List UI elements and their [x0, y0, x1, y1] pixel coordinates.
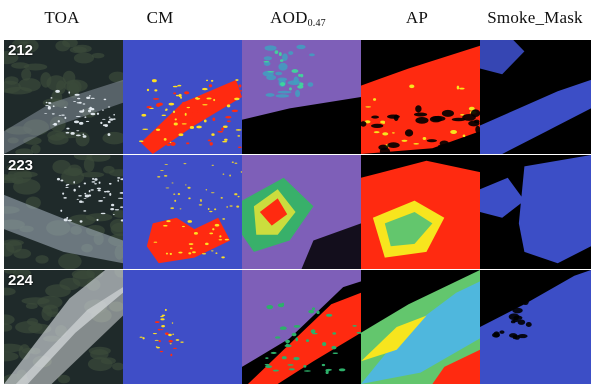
smoke-image-212: [480, 40, 591, 154]
column-title-cm: CM: [146, 8, 174, 27]
ap-image-212: [361, 40, 480, 154]
row-label-223: 223: [8, 157, 34, 174]
panel-smoke-212: [480, 40, 591, 154]
panel-toa-223: [4, 155, 123, 269]
panel-smoke-224: [480, 270, 591, 384]
column-title-aod: AOD0.47: [270, 8, 326, 29]
panel-toa-224: [4, 270, 123, 384]
smoke-image-223: [480, 155, 591, 269]
panel-ap-212: [361, 40, 480, 154]
aod-image-224: [242, 270, 361, 384]
panel-cm-224: [123, 270, 242, 384]
column-title-ap: AP: [405, 8, 429, 27]
panel-aod-223: [242, 155, 361, 269]
smoke-image-224: [480, 270, 591, 384]
panel-cm-212: [123, 40, 242, 154]
cm-image-223: [123, 155, 242, 269]
cm-image-224: [123, 270, 242, 384]
aod-wavelength-subscript: 0.47: [307, 18, 326, 29]
cm-image-212: [123, 40, 242, 154]
toa-image-224: [4, 270, 123, 384]
image-grid: 212 223 224: [4, 40, 591, 385]
toa-image-223: [4, 155, 123, 269]
ap-image-223: [361, 155, 480, 269]
aod-image-223: [242, 155, 361, 269]
panel-smoke-223: [480, 155, 591, 269]
column-title-smoke-mask: Smoke_Mask: [487, 8, 583, 27]
panel-ap-224: [361, 270, 480, 384]
panel-aod-224: [242, 270, 361, 384]
aod-image-212: [242, 40, 361, 154]
toa-image-212: [4, 40, 123, 154]
panel-toa-212: [4, 40, 123, 154]
column-header-bar: TOA CM AOD0.47 AP Smoke_Mask: [0, 0, 591, 40]
panel-aod-212: [242, 40, 361, 154]
panel-cm-223: [123, 155, 242, 269]
ap-image-224: [361, 270, 480, 384]
panel-ap-223: [361, 155, 480, 269]
row-label-224: 224: [8, 272, 34, 289]
column-title-toa: TOA: [44, 8, 80, 27]
row-label-212: 212: [8, 42, 34, 59]
